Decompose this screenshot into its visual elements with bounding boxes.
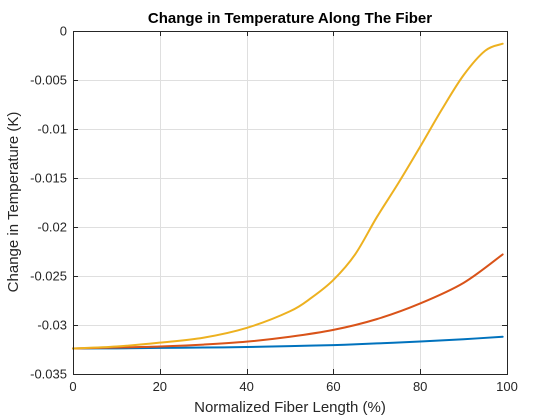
series-line-2 bbox=[72, 253, 504, 350]
y-tick-label: -0.005 bbox=[30, 73, 67, 88]
chart-title: Change in Temperature Along The Fiber bbox=[148, 10, 432, 27]
series-line-1 bbox=[72, 335, 504, 350]
y-tick-label: -0.03 bbox=[37, 318, 67, 333]
y-tick-label: -0.025 bbox=[30, 269, 67, 284]
axes-box bbox=[73, 31, 508, 375]
y-tick-label: -0.01 bbox=[37, 122, 67, 137]
x-tick-label: 20 bbox=[153, 379, 167, 394]
series-layer bbox=[72, 42, 504, 350]
x-tick-label: 60 bbox=[326, 379, 340, 394]
x-tick-label: 0 bbox=[69, 379, 76, 394]
y-tick-label: -0.035 bbox=[30, 367, 67, 382]
x-tick-label: 100 bbox=[496, 379, 518, 394]
series-line-3 bbox=[72, 42, 504, 350]
x-tick-label: 40 bbox=[239, 379, 253, 394]
tick-labels: 0 20 40 60 80 100 0 -0.005 -0.01 -0.015 -0.02 -0.02… bbox=[30, 24, 518, 395]
y-tick-label: 0 bbox=[60, 24, 67, 39]
x-axis-label: Normalized Fiber Length (%) bbox=[194, 399, 386, 416]
y-tick-label: -0.02 bbox=[37, 220, 67, 235]
y-axis-label: Change in Temperature (K) bbox=[5, 112, 22, 293]
x-tick-label: 80 bbox=[413, 379, 427, 394]
y-tick-label: -0.015 bbox=[30, 171, 67, 186]
axes bbox=[73, 31, 508, 375]
